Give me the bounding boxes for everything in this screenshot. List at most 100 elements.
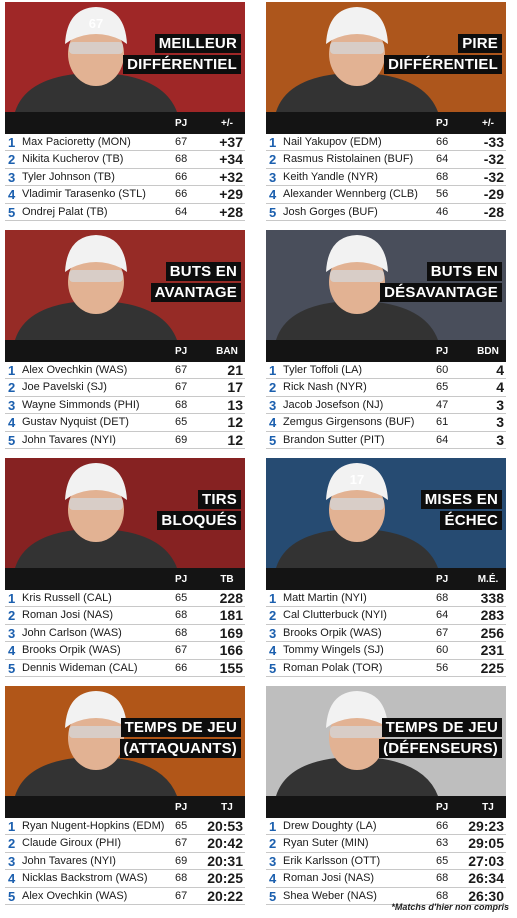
player-name: Jacob Josefson (NJ): [283, 398, 384, 411]
table-header: PJ BDN: [266, 340, 506, 362]
player-name: Keith Yandle (NYR): [283, 170, 378, 183]
ranking-table: 1 Tyler Toffoli (LA) 60 4 2 Rick Nash (NYR) 65…: [266, 362, 506, 449]
stat-value: 20:31: [207, 852, 243, 869]
stat-value: 21: [227, 362, 243, 378]
column-header-stat: TJ: [482, 802, 494, 813]
games-played: 66: [175, 170, 188, 183]
rank-number: 3: [8, 853, 16, 869]
player-name: Cal Clutterbuck (NYI): [283, 609, 387, 622]
panel-title-line-2: DIFFÉRENTIEL: [384, 55, 502, 74]
panel-title-line-2: DÉSAVANTAGE: [380, 283, 502, 302]
rank-number: 2: [269, 380, 277, 396]
games-played: 68: [175, 609, 188, 622]
table-row: 5 Josh Gorges (BUF) 46 -28: [266, 204, 506, 221]
games-played: 68: [175, 398, 188, 411]
panel-title-line-1: BUTS EN: [165, 262, 241, 281]
rank-number: 3: [8, 397, 16, 413]
stat-panel: TEMPS DE JEU (ATTAQUANTS) PJ TJ 1 Ryan Nu…: [5, 686, 245, 905]
table-row: 2 Nikita Kucherov (TB) 68 +34: [5, 151, 245, 169]
table-row: 1 Ryan Nugent-Hopkins (EDM) 65 20:53: [5, 818, 245, 836]
player-name: Gustav Nyquist (DET): [22, 416, 129, 429]
table-row: 2 Ryan Suter (MIN) 63 29:05: [266, 835, 506, 853]
footnote: *Matchs d'hier non compris: [391, 902, 509, 912]
table-row: 3 Wayne Simmonds (PHI) 68 13: [5, 396, 245, 415]
player-photo-illustration: [5, 458, 245, 568]
rank-number: 4: [8, 871, 16, 887]
column-header-pj: PJ: [175, 346, 188, 357]
table-header: PJ TJ: [266, 796, 506, 818]
column-header-stat: +/-: [221, 118, 233, 129]
rank-number: 1: [8, 591, 16, 606]
player-name: Tommy Wingels (SJ): [283, 644, 384, 657]
player-name: John Tavares (NYI): [22, 854, 116, 867]
table-row: 3 Jacob Josefson (NJ) 47 3: [266, 397, 506, 415]
table-row: 3 Keith Yandle (NYR) 68 -32: [266, 169, 506, 187]
rank-number: 2: [8, 152, 16, 168]
rank-number: 5: [8, 204, 16, 220]
player-photo: TEMPS DE JEU (ATTAQUANTS): [5, 686, 245, 796]
player-name: Tyler Toffoli (LA): [283, 364, 363, 376]
stat-value: 26:34: [468, 870, 504, 887]
games-played: 68: [175, 626, 188, 639]
rank-number: 3: [8, 625, 16, 641]
stat-panel: 67 MEILLEUR DIFFÉRENTIEL PJ +/- 1 Max Pac…: [5, 2, 245, 221]
panel-title-line-2: AVANTAGE: [150, 283, 241, 302]
panel-title: BUTS EN DÉSAVANTAGE: [380, 262, 502, 304]
svg-text:67: 67: [89, 16, 103, 31]
table-row: 1 Tyler Toffoli (LA) 60 4: [266, 362, 506, 380]
games-played: 68: [436, 170, 449, 183]
stat-value: +34: [219, 151, 243, 168]
stat-value: 13: [227, 396, 243, 413]
panel-title-line-1: MEILLEUR: [154, 34, 241, 53]
player-photo-illustration: [5, 230, 245, 340]
rank-number: 5: [269, 204, 277, 220]
player-photo: 67 MEILLEUR DIFFÉRENTIEL: [5, 2, 245, 112]
panel-title-line-2: DIFFÉRENTIEL: [123, 55, 241, 74]
rank-number: 1: [8, 819, 16, 834]
stat-value: -28: [483, 203, 504, 220]
ranking-table: 1 Drew Doughty (LA) 66 29:23 2 Ryan Suter (MI…: [266, 818, 506, 905]
games-played: 56: [436, 661, 449, 674]
games-played: 68: [175, 153, 188, 166]
stat-value: 12: [227, 431, 243, 448]
stat-value: 4: [496, 379, 504, 396]
stat-value: 228: [219, 590, 243, 606]
table-row: 3 Tyler Johnson (TB) 66 +32: [5, 168, 245, 187]
player-name: Ryan Nugent-Hopkins (EDM): [22, 820, 165, 832]
player-name: Tyler Johnson (TB): [22, 170, 115, 183]
player-name: Alex Ovechkin (WAS): [22, 889, 128, 902]
stat-value: 12: [227, 414, 243, 431]
ranking-table: 1 Kris Russell (CAL) 65 228 2 Roman Josi (NAS…: [5, 590, 245, 677]
stat-value: -33: [483, 134, 504, 150]
rank-number: 3: [269, 397, 277, 413]
stat-value: +32: [219, 168, 243, 185]
column-header-pj: PJ: [175, 118, 188, 129]
rank-number: 1: [269, 591, 277, 606]
stat-value: 17: [227, 379, 243, 396]
stat-value: 29:05: [468, 835, 504, 852]
player-photo: BUTS EN DÉSAVANTAGE: [266, 230, 506, 340]
player-name: Rick Nash (NYR): [283, 381, 367, 394]
table-row: 5 John Tavares (NYI) 69 12: [5, 432, 245, 449]
table-row: 3 John Carlson (WAS) 68 169: [5, 625, 245, 643]
table-header: PJ TJ: [5, 796, 245, 818]
rank-number: 5: [8, 432, 16, 448]
games-played: 68: [175, 872, 188, 885]
player-name: Alexander Wennberg (CLB): [283, 188, 418, 201]
player-name: Matt Martin (NYI): [283, 592, 367, 604]
rank-number: 4: [269, 871, 277, 887]
rank-number: 4: [8, 415, 16, 431]
games-played: 64: [436, 153, 449, 166]
panel-title: TEMPS DE JEU (DÉFENSEURS): [379, 718, 502, 760]
games-played: 67: [436, 626, 449, 639]
table-header: PJ M.É.: [266, 568, 506, 590]
player-photo: TEMPS DE JEU (DÉFENSEURS): [266, 686, 506, 796]
table-row: 4 Tommy Wingels (SJ) 60 231: [266, 642, 506, 660]
stat-value: 26:30: [468, 887, 504, 904]
stat-panel: BUTS EN AVANTAGE PJ BAN 1 Alex Ovechkin (…: [5, 230, 245, 449]
stat-value: 4: [496, 362, 504, 378]
games-played: 47: [436, 398, 449, 411]
column-header-stat: TJ: [221, 802, 233, 813]
ranking-table: 1 Matt Martin (NYI) 68 338 2 Cal Clutterbuck …: [266, 590, 506, 677]
player-name: Roman Polak (TOR): [283, 661, 383, 674]
